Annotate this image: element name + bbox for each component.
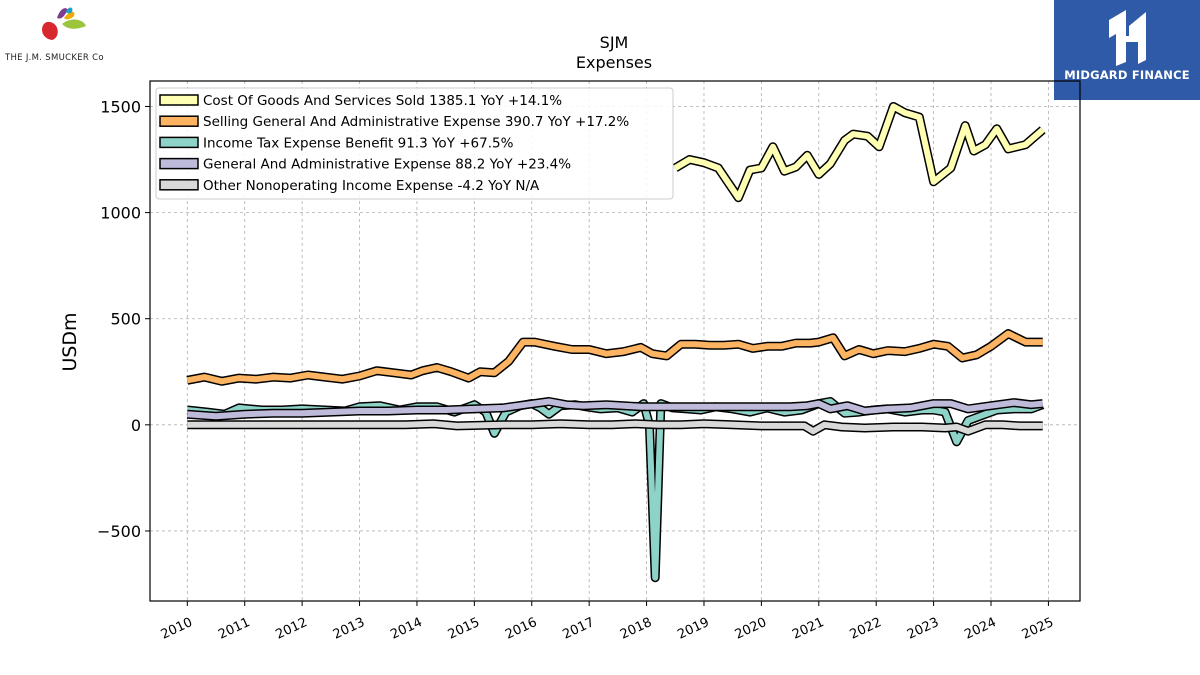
y-tick-label: −500: [97, 522, 141, 541]
legend-swatch: [159, 179, 199, 191]
x-tick-label: 2019: [675, 615, 711, 643]
legend-box: [155, 87, 674, 200]
midgard-finance-logo: MIDGARD FINANCE: [1054, 0, 1200, 100]
y-tick-label: 0: [131, 416, 141, 435]
x-tick-label: 2015: [446, 615, 482, 643]
x-tick-label: 2020: [733, 615, 769, 643]
series-line-3: [187, 398, 1043, 420]
x-tick-label: 2013: [331, 615, 367, 643]
y-axis: −500 0 500 1000 1500: [97, 97, 150, 541]
legend-swatch: [159, 136, 199, 149]
plot-area-frame: [149, 80, 1081, 602]
legend-swatch: [159, 94, 199, 106]
series-line-0: [673, 103, 1045, 201]
x-tick-label: 2016: [503, 615, 539, 643]
y-tick-label: 1500: [100, 97, 141, 116]
x-tick-label: 2025: [1020, 615, 1056, 643]
legend-label: Selling General And Administrative Expen…: [203, 114, 629, 130]
legend-label: Cost Of Goods And Services Sold 1385.1 Y…: [203, 93, 562, 109]
x-tick-label: 2023: [905, 615, 941, 643]
chart-title: SJM: [600, 33, 629, 52]
legend-label: General And Administrative Expense 88.2 …: [203, 157, 571, 173]
midgard-finance-label: MIDGARD FINANCE: [1064, 68, 1190, 82]
legend-swatch: [159, 115, 199, 127]
series-line-1: [186, 330, 1043, 385]
y-tick-label: 500: [110, 310, 141, 329]
x-tick-label: 2024: [962, 615, 998, 643]
x-tick-label: 2012: [273, 615, 309, 643]
x-axis: 2010 2011 2012 2013 2014 2015 2016 2017 2018 2019…: [159, 601, 1056, 643]
svg-text:THE J.M. SMUCKER Co: THE J.M. SMUCKER Co: [4, 53, 104, 63]
x-tick-label: 2018: [618, 615, 654, 643]
x-tick-label: 2014: [388, 615, 424, 643]
legend: Cost Of Goods And Services Sold 1385.1 Y…: [155, 87, 674, 200]
midgard-logo-mark: [1109, 10, 1146, 66]
legend-swatch: [159, 157, 199, 170]
x-tick-label: 2010: [159, 615, 195, 643]
legend-label: Income Tax Expense Benefit 91.3 YoY +67.…: [203, 135, 514, 151]
series-layer: [186, 102, 1046, 583]
x-tick-label: 2011: [216, 615, 252, 643]
smucker-logo-mark: THE J.M. SMUCKER Co: [4, 7, 104, 63]
chart-subtitle: Expenses: [576, 53, 652, 72]
x-tick-label: 2021: [790, 615, 826, 643]
x-tick-label: 2022: [848, 615, 884, 643]
y-axis-label: USDm: [59, 312, 81, 371]
y-tick-label: 1000: [100, 204, 141, 223]
series-line-4: [187, 420, 1043, 435]
legend-label: Other Nonoperating Income Expense -4.2 Y…: [203, 178, 540, 194]
smucker-logo: THE J.M. SMUCKER Co: [0, 0, 130, 70]
x-tick-label: 2017: [561, 615, 597, 643]
